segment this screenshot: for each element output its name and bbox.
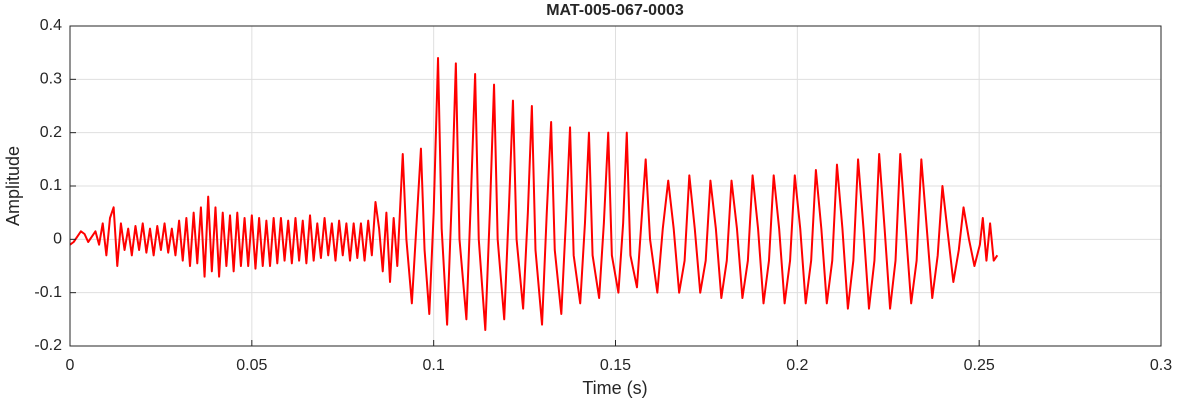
ticks: 0 0.05 0.1 0.15 0.2 0.25 0.3 -0.2 -0.1 0 0.1 0.2 0.3…	[34, 17, 1172, 374]
x-tick-label: 0.05	[236, 357, 267, 374]
lines	[69, 57, 999, 331]
y-tick-label: 0.2	[40, 124, 62, 141]
x-tick-label: 0.2	[786, 357, 808, 374]
x-axis-label: Time (s)	[582, 378, 647, 398]
y-tick-label: 0.3	[40, 71, 62, 88]
signal-line	[69, 57, 999, 331]
x-tick-label: 0.25	[964, 357, 995, 374]
y-tick-label: 0	[53, 231, 62, 248]
x-tick-label: 0.1	[423, 357, 445, 374]
y-tick-label: -0.1	[34, 284, 62, 301]
y-tick-label: -0.2	[34, 337, 62, 354]
x-tick-label: 0.15	[600, 357, 631, 374]
x-tick-label: 0	[66, 357, 75, 374]
y-tick-label: 0.4	[40, 17, 62, 34]
x-tick-label: 0.3	[1150, 357, 1172, 374]
chart-title: MAT-005-067-0003	[546, 2, 684, 19]
y-axis-label: Amplitude	[3, 146, 23, 226]
y-tick-label: 0.1	[40, 177, 62, 194]
